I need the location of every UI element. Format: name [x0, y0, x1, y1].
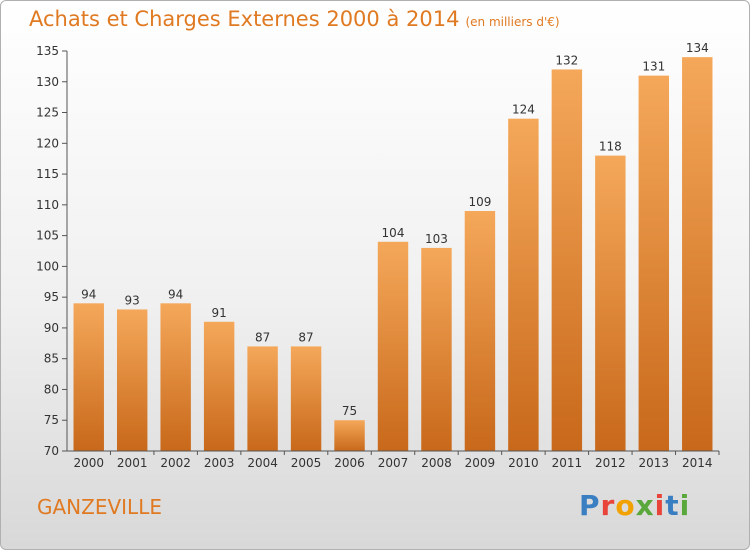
bar-2008: [421, 247, 452, 451]
data-label-2010: 124: [512, 103, 535, 117]
data-label-2008: 103: [425, 232, 448, 246]
data-label-2000: 94: [81, 287, 96, 301]
y-tick-label-70: 70: [44, 444, 59, 458]
bars-layer: 94 93 94 91 87 87 75 104 103 109 124 132 118 131 134: [73, 41, 713, 452]
x-tick-label-2004: 2004: [247, 456, 278, 470]
axes-layer: 2000 2001 2002 2003 2004 2005 2006 2007 2008 2009…: [36, 44, 720, 470]
y-tick-label-90: 90: [44, 321, 59, 335]
logo-letter: x: [635, 489, 655, 522]
x-tick-label-2002: 2002: [160, 456, 191, 470]
x-tick-label-2010: 2010: [508, 456, 539, 470]
data-label-2007: 104: [382, 226, 405, 240]
place-name: GANZEVILLE: [37, 495, 162, 519]
logo-letter: t: [665, 489, 680, 522]
bar-2002: [160, 303, 191, 451]
x-tick-label-2008: 2008: [421, 456, 452, 470]
bar-2009: [464, 211, 496, 451]
x-tick-label-2006: 2006: [334, 456, 365, 470]
y-tick-label-110: 110: [36, 198, 59, 212]
x-tick-label-2001: 2001: [117, 456, 148, 470]
x-tick-label-2012: 2012: [595, 456, 626, 470]
bar-2007: [377, 241, 409, 451]
logo-letter: i: [654, 489, 666, 522]
bar-2001: [116, 309, 148, 451]
chart-title-text: Achats et Charges Externes 2000 à 2014: [29, 7, 460, 31]
y-tick-label-75: 75: [44, 413, 59, 427]
data-label-2009: 109: [468, 195, 491, 209]
y-tick-label-105: 105: [36, 229, 59, 243]
data-label-2003: 91: [211, 306, 226, 320]
data-label-2002: 94: [168, 287, 183, 301]
bar-2006: [334, 420, 365, 451]
chart-unit-label: (en milliers d'€): [465, 15, 560, 29]
x-tick-label-2007: 2007: [378, 456, 409, 470]
x-tick-label-2003: 2003: [204, 456, 235, 470]
bar-2004: [247, 346, 278, 451]
bar-2011: [551, 69, 583, 451]
y-tick-label-85: 85: [44, 352, 59, 366]
data-label-2014: 134: [686, 41, 709, 55]
y-tick-label-130: 130: [36, 75, 59, 89]
bar-2000: [73, 303, 104, 451]
data-label-2012: 118: [599, 140, 622, 154]
bar-2012: [595, 155, 626, 451]
y-tick-label-120: 120: [36, 136, 59, 150]
y-tick-label-125: 125: [36, 106, 59, 120]
bar-2003: [203, 321, 235, 451]
logo-letter: r: [600, 489, 616, 522]
x-tick-label-2013: 2013: [639, 456, 670, 470]
bar-2005: [290, 346, 322, 451]
logo-letter: i: [679, 489, 691, 522]
bar-2010: [508, 118, 539, 451]
y-tick-label-115: 115: [36, 167, 59, 181]
bar-2014: [682, 57, 713, 452]
logo-letter: P: [579, 489, 601, 522]
data-label-2006: 75: [342, 404, 357, 418]
data-label-2011: 132: [555, 53, 578, 67]
logo-letter: o: [615, 489, 636, 522]
proxiti-logo: Proxiti: [579, 489, 690, 522]
y-tick-label-100: 100: [36, 259, 59, 273]
data-label-2013: 131: [642, 60, 665, 74]
y-tick-label-135: 135: [36, 44, 59, 58]
y-tick-label-95: 95: [44, 290, 59, 304]
data-label-2004: 87: [255, 330, 270, 344]
x-tick-label-2011: 2011: [552, 456, 583, 470]
x-tick-label-2009: 2009: [465, 456, 496, 470]
data-label-2005: 87: [298, 330, 313, 344]
x-tick-label-2000: 2000: [73, 456, 104, 470]
bar-2013: [638, 75, 670, 451]
x-tick-label-2014: 2014: [682, 456, 713, 470]
y-tick-label-80: 80: [44, 382, 59, 396]
data-label-2001: 93: [125, 293, 140, 307]
chart-title: Achats et Charges Externes 2000 à 2014 (e…: [29, 7, 560, 31]
x-tick-label-2005: 2005: [291, 456, 322, 470]
